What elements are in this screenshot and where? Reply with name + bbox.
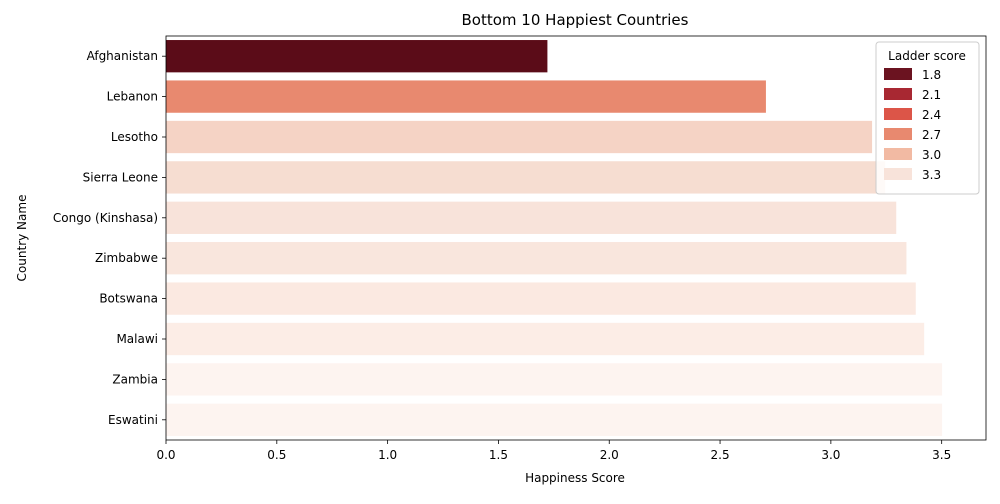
legend-label: 1.8 bbox=[922, 68, 941, 82]
bar-lebanon bbox=[166, 80, 766, 113]
bars-group bbox=[166, 40, 943, 436]
y-tick-label: Sierra Leone bbox=[83, 170, 158, 184]
bar-congo-kinshasa bbox=[166, 201, 897, 234]
chart-title: Bottom 10 Happiest Countries bbox=[462, 11, 689, 29]
bar-sierra-leone bbox=[166, 161, 886, 194]
legend-label: 2.1 bbox=[922, 88, 941, 102]
legend-label: 2.4 bbox=[922, 108, 941, 122]
x-tick-label: 3.0 bbox=[821, 448, 840, 462]
bar-zimbabwe bbox=[166, 242, 907, 275]
legend-label: 2.7 bbox=[922, 128, 941, 142]
x-tick-label: 1.0 bbox=[378, 448, 397, 462]
y-tick-label: Zimbabwe bbox=[95, 251, 158, 265]
y-tick-label: Malawi bbox=[116, 332, 158, 346]
y-axis-label: Country Name bbox=[15, 195, 29, 282]
x-tick-label: 2.5 bbox=[711, 448, 730, 462]
legend-entries: 1.8 2.1 2.4 2.7 3.0 3.3 bbox=[884, 68, 941, 182]
legend-swatch bbox=[884, 88, 912, 100]
x-tick-label: 2.0 bbox=[600, 448, 619, 462]
bar-eswatini bbox=[166, 403, 943, 436]
y-tick-label: Botswana bbox=[99, 292, 158, 306]
y-tick-label: Eswatini bbox=[108, 413, 158, 427]
x-axis-label: Happiness Score bbox=[525, 471, 625, 485]
bar-malawi bbox=[166, 322, 925, 356]
legend: Ladder score 1.8 2.1 2.4 2.7 3.0 3.3 bbox=[875, 41, 980, 195]
y-tick-label: Zambia bbox=[112, 372, 158, 386]
x-tick-label: 0.0 bbox=[156, 448, 175, 462]
y-tick-label: Congo (Kinshasa) bbox=[53, 211, 158, 225]
y-axis-ticks: Afghanistan Lebanon Lesotho Sierra Leone Con… bbox=[53, 49, 166, 427]
plot-frame bbox=[165, 35, 987, 441]
legend-swatch bbox=[884, 148, 912, 160]
legend-label: 3.0 bbox=[922, 148, 941, 162]
bar-botswana bbox=[166, 282, 916, 315]
x-tick-label: 3.5 bbox=[932, 448, 951, 462]
y-tick-label: Afghanistan bbox=[87, 49, 158, 63]
legend-swatch bbox=[884, 168, 912, 180]
x-axis-ticks: 0.0 0.5 1.0 1.5 2.0 2.5 3.0 3.5 bbox=[156, 440, 951, 462]
legend-label: 3.3 bbox=[922, 168, 941, 182]
bar-zambia bbox=[166, 363, 943, 396]
x-tick-label: 1.5 bbox=[489, 448, 508, 462]
legend-swatch bbox=[884, 128, 912, 140]
bar-afghanistan bbox=[166, 40, 548, 73]
legend-swatch bbox=[884, 108, 912, 120]
bar-lesotho bbox=[166, 120, 873, 154]
y-tick-label: Lesotho bbox=[111, 130, 158, 144]
legend-title: Ladder score bbox=[888, 49, 966, 63]
y-tick-label: Lebanon bbox=[107, 90, 158, 104]
legend-swatch bbox=[884, 68, 912, 80]
x-tick-label: 0.5 bbox=[267, 448, 286, 462]
